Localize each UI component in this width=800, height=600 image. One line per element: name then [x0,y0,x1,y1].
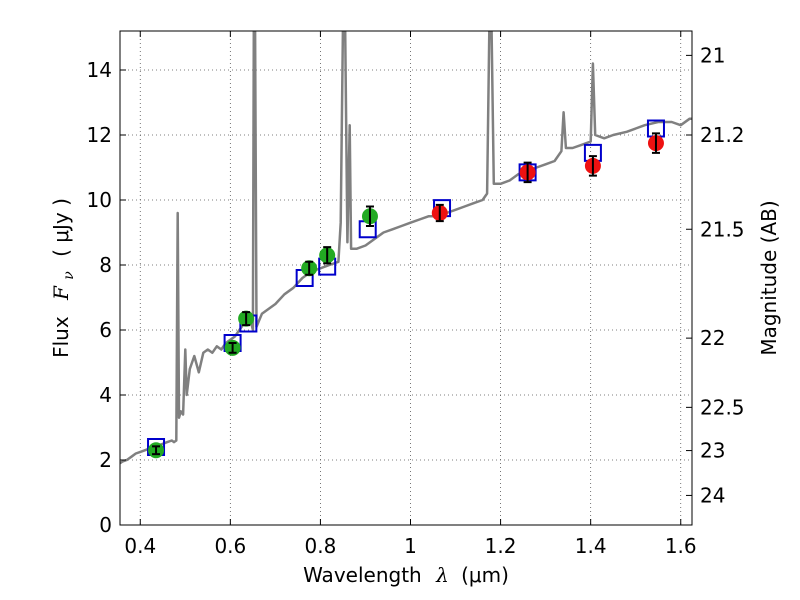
x-tick-label: 1 [404,534,417,558]
right-tick-label: 22.5 [700,395,745,419]
plot-background [120,31,692,525]
x-tick-label: 0.6 [214,534,246,558]
axis-ticks: 0.4 0.6 0.8 1 1.2 1.4 1.6024681012142121.221.5… [87,31,745,558]
y-axis-label-prefix: Flux [49,316,73,358]
x-axis-label: Wavelength λ (μm) [303,563,509,587]
x-tick-label: 0.8 [305,534,337,558]
right-tick-label: 23 [700,439,725,463]
right-tick-label: 24 [700,483,725,507]
x-tick-label: 1.6 [665,534,697,558]
right-tick-label: 21.5 [700,217,745,241]
y-tick-label: 10 [87,188,112,212]
sed-spectrum-line [120,31,692,465]
y-tick-label: 14 [87,58,112,82]
y-axis-label-unit: ( μJy ) [49,198,73,257]
y-tick-label: 8 [99,253,112,277]
y-tick-label: 0 [99,513,112,537]
x-axis-label-unit: (μm) [461,563,509,587]
y-tick-label: 2 [99,448,112,472]
x-tick-label: 0.4 [124,534,156,558]
x-axis-label-prefix: Wavelength [303,563,422,587]
right-tick-label: 21 [700,43,725,67]
data-marks [120,31,692,465]
x-tick-label: 1.4 [575,534,607,558]
y-tick-label: 12 [87,123,112,147]
right-axis-label: Magnitude (AB) [757,200,781,355]
y-tick-label: 4 [99,383,112,407]
y-axis-label-symbol: F [49,285,73,301]
x-axis-label-symbol: λ [435,563,449,587]
plot-frame [119,30,693,526]
y-axis-label: Flux F ν ( μJy ) [49,198,78,358]
right-tick-label: 21.2 [700,123,745,147]
y-tick-label: 6 [99,318,112,342]
right-tick-label: 22 [700,326,725,350]
x-tick-label: 1.2 [485,534,517,558]
y-axis-label-subscript: ν [61,271,77,280]
